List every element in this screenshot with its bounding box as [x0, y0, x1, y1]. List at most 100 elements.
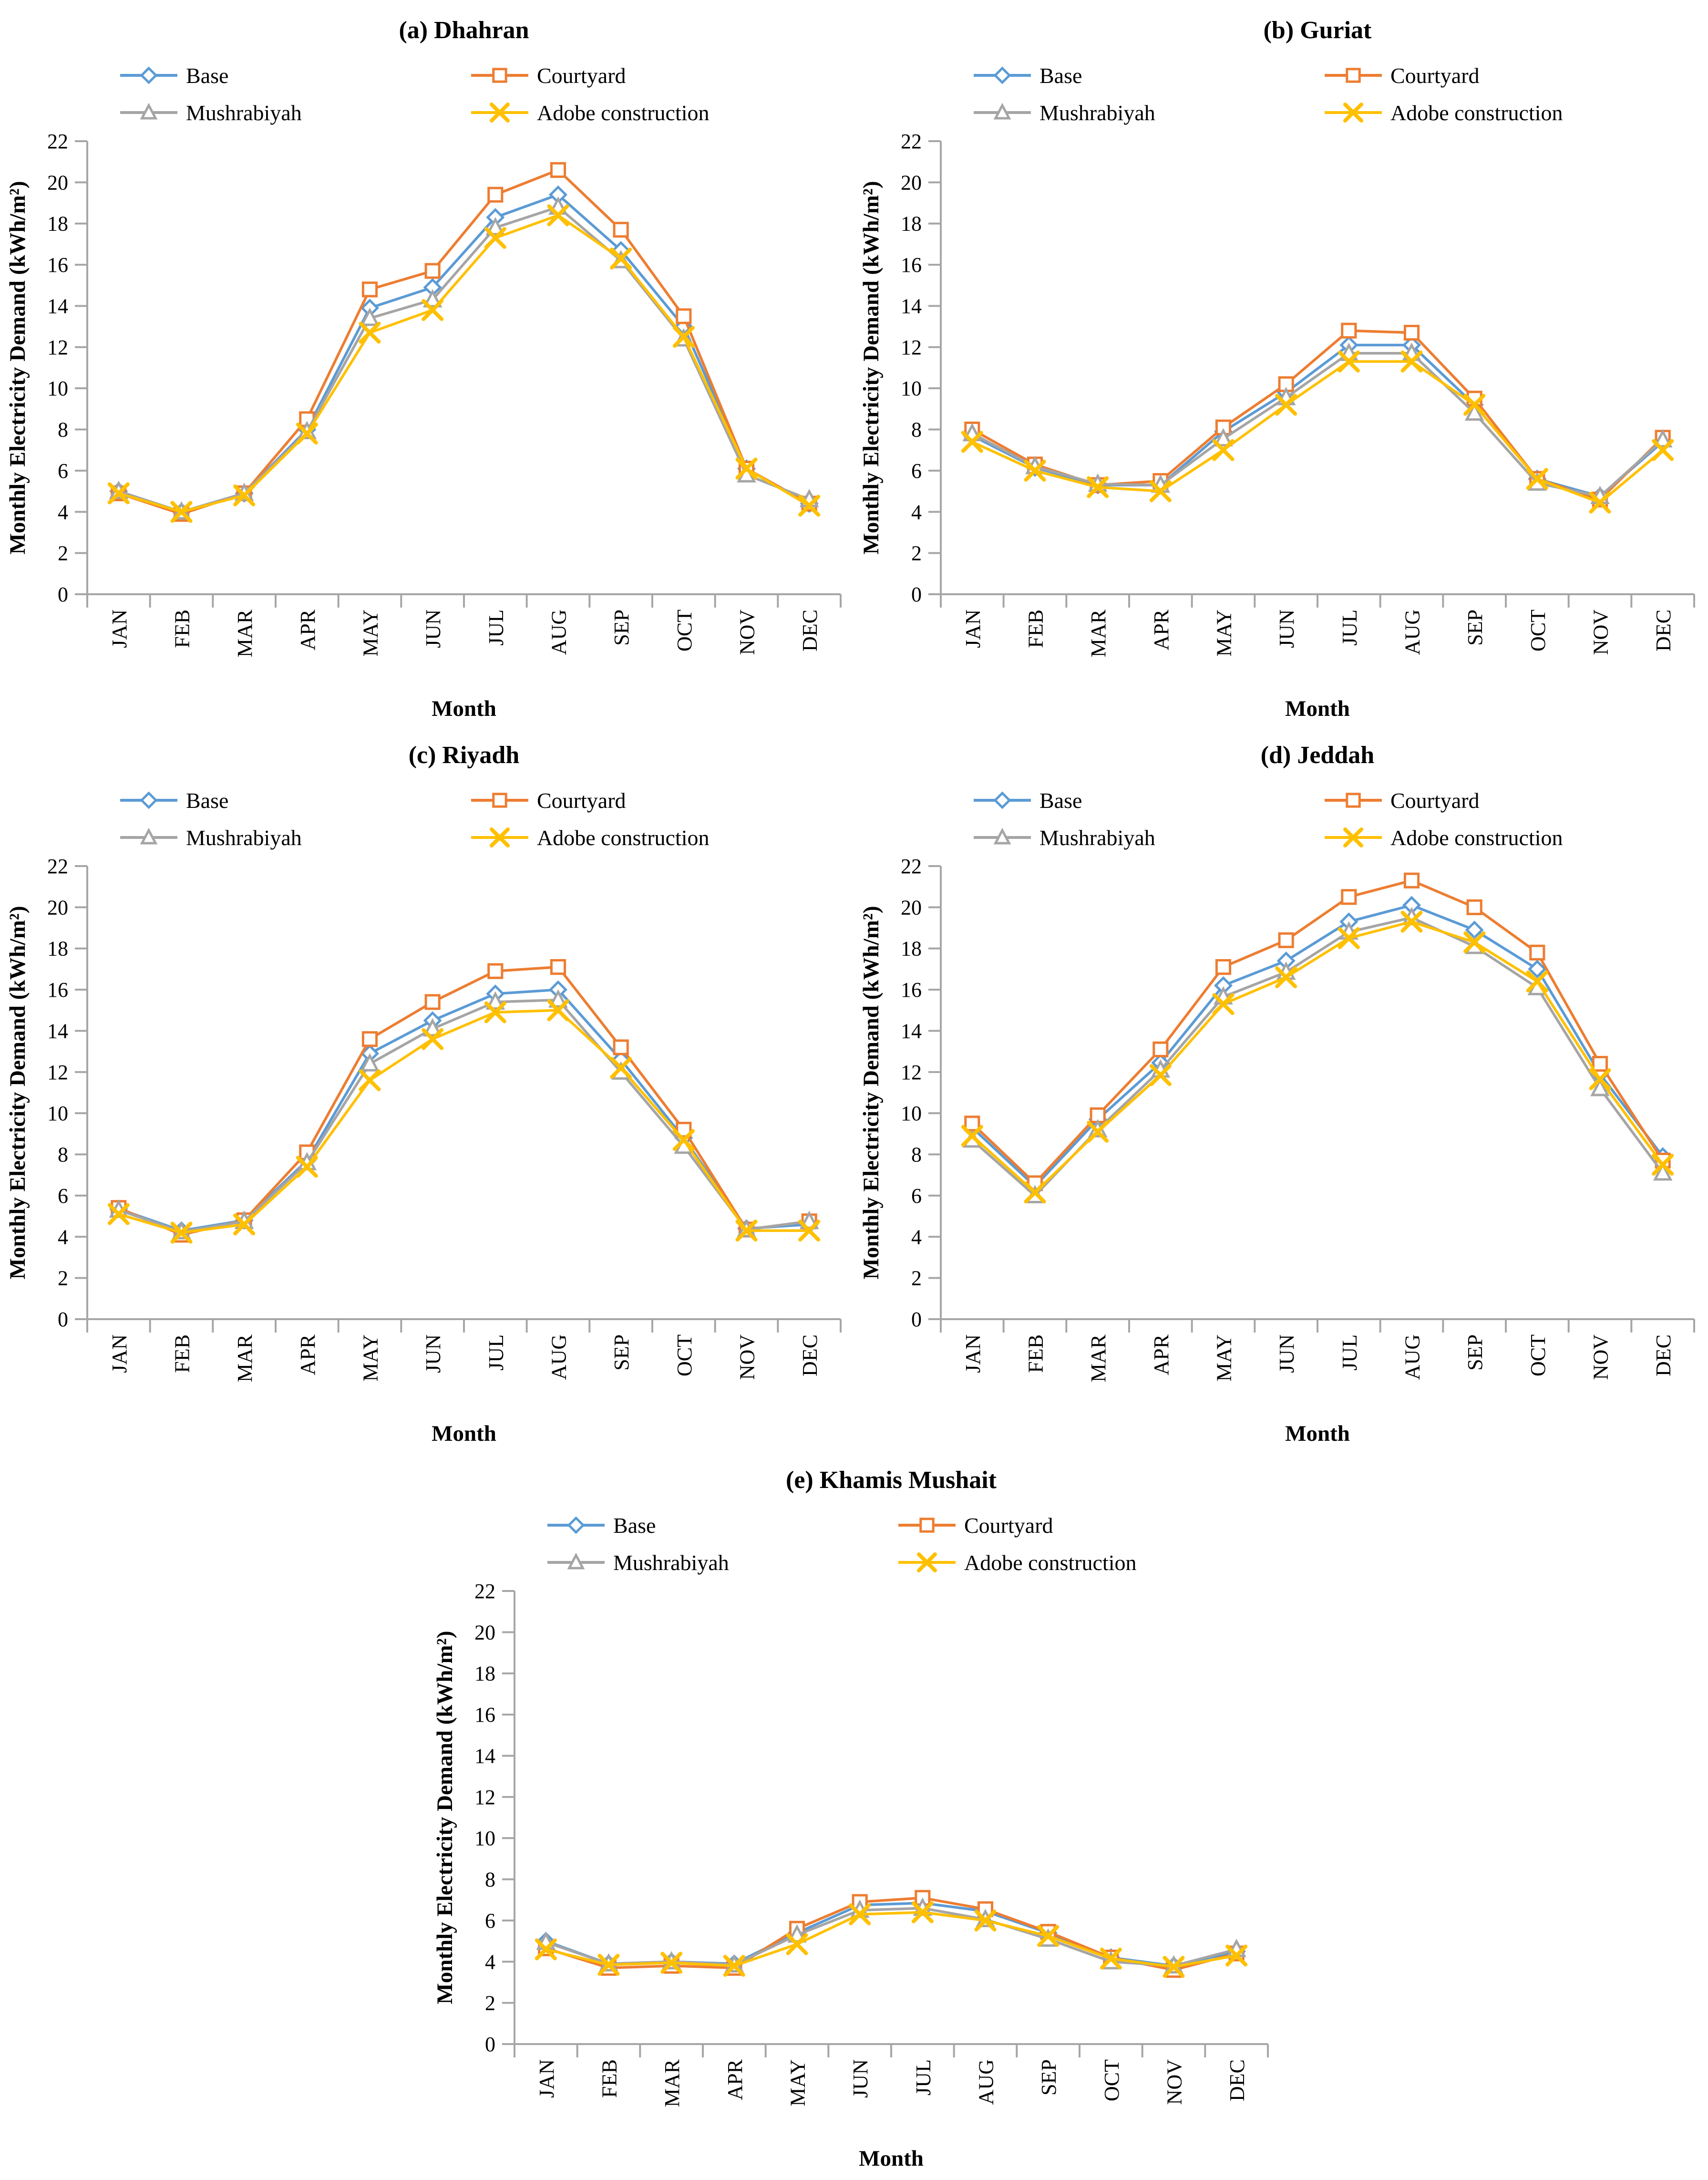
x-tick-label: MAR [660, 2059, 684, 2107]
y-tick-label: 4 [58, 500, 68, 524]
x-axis-title: Month [1285, 1421, 1350, 1446]
legend-label: Adobe construction [1390, 826, 1563, 850]
x-marker-icon [296, 423, 318, 445]
x-marker-icon [359, 1069, 381, 1092]
x-tick-label: FEB [1024, 610, 1048, 648]
y-tick-label: 4 [58, 1225, 68, 1249]
x-axis-title: Month [432, 696, 496, 721]
y-tick-label: 16 [474, 1703, 495, 1726]
x-marker-icon [1652, 1154, 1674, 1176]
x-marker-icon [547, 999, 569, 1022]
legend-item-adobe-construction: Adobe construction [898, 1550, 1137, 1575]
x-tick-label: NOV [1589, 610, 1613, 655]
y-tick-label: 8 [911, 1143, 922, 1167]
x-marker-icon [735, 1219, 758, 1242]
chart-title: (e) Khamis Mushait [786, 1467, 997, 1494]
triangle-marker-icon [360, 308, 380, 326]
x-tick-label: FEB [171, 610, 194, 648]
y-tick-label: 18 [47, 937, 68, 961]
series-line [971, 329, 1664, 501]
legend-item-courtyard: Courtyard [471, 788, 626, 813]
series-line [118, 193, 810, 514]
legend-diamond-marker-icon [993, 66, 1011, 84]
y-tick-label: 4 [485, 1950, 495, 1973]
square-marker-icon [676, 308, 692, 324]
legend-item-mushrabiyah: Mushrabiyah [974, 826, 1155, 850]
chart-guriat: (b) Guriat Base Courtyard Mushrabiyah Adobe … [854, 3, 1707, 728]
y-tick-label: 20 [474, 1621, 495, 1644]
chart-title: (d) Jeddah [1261, 742, 1374, 769]
y-tick-label: 20 [47, 896, 68, 919]
triangle-marker-icon [360, 1053, 380, 1072]
figure-row-1: (a) Dhahran Base Courtyard Mushrabiyah Adobe… [0, 3, 1708, 728]
y-axis-title: Monthly Electricity Demand (kWh/m²) [859, 181, 884, 555]
legend-label: Mushrabiyah [186, 826, 302, 850]
x-tick-label: APR [296, 609, 319, 650]
x-tick-label: MAY [1213, 610, 1236, 657]
y-tick-label: 20 [901, 896, 922, 919]
x-marker-icon [535, 1938, 557, 1961]
diamond-marker-icon [1528, 960, 1547, 979]
series-line [971, 920, 1664, 1194]
y-tick-label: 14 [474, 1744, 495, 1767]
x-marker-icon [1526, 970, 1548, 992]
y-tick-label: 22 [901, 855, 922, 878]
x-tick-label: AUG [1401, 610, 1424, 655]
legend-item-mushrabiyah: Mushrabiyah [974, 101, 1155, 125]
x-marker-icon [961, 431, 983, 453]
x-marker-icon [974, 1909, 997, 1932]
x-marker-icon [1024, 459, 1046, 482]
x-tick-label: NOV [1163, 2059, 1186, 2105]
legend-item-base: Base [974, 63, 1082, 88]
x-marker-icon [170, 1221, 193, 1244]
x-marker-icon [672, 1129, 695, 1151]
x-marker-icon [798, 1219, 821, 1242]
y-tick-label: 4 [911, 1225, 922, 1249]
y-tick-label: 6 [58, 1184, 68, 1208]
x-tick-label: APR [296, 1334, 319, 1375]
x-axis-title: Month [859, 2146, 924, 2171]
series-courtyard [111, 162, 817, 522]
x-tick-label: AUG [1401, 1334, 1424, 1380]
x-tick-label: SEP [1463, 1334, 1487, 1371]
x-marker-icon [1526, 468, 1548, 490]
legend-label: Courtyard [1390, 788, 1480, 813]
x-marker-icon [422, 1028, 444, 1050]
square-marker-icon [550, 959, 566, 975]
x-tick-label: AUG [975, 2059, 998, 2105]
x-marker-icon [1212, 993, 1235, 1015]
legend-item-mushrabiyah: Mushrabiyah [120, 826, 302, 850]
x-marker-icon [107, 482, 130, 505]
legend-label: Mushrabiyah [1039, 101, 1155, 125]
x-marker-icon [1225, 1944, 1248, 1967]
x-tick-label: SEP [1037, 2059, 1060, 2096]
y-tick-label: 20 [901, 171, 922, 194]
legend-square-marker-icon [1346, 793, 1361, 808]
y-tick-label: 14 [47, 1019, 68, 1043]
x-marker-icon [1338, 351, 1360, 373]
triangle-marker-icon [422, 289, 442, 308]
x-tick-label: JUL [484, 610, 508, 646]
x-marker-icon [359, 321, 381, 344]
legend-square-marker-icon [492, 68, 507, 83]
series-adobe-construction [961, 910, 1674, 1204]
legend-label: Courtyard [537, 788, 626, 813]
x-tick-label: JUN [422, 1334, 445, 1373]
y-tick-label: 10 [47, 1102, 68, 1125]
series-line [545, 1911, 1237, 1968]
legend-item-adobe-construction: Adobe construction [1325, 826, 1563, 850]
x-tick-label: MAY [1213, 1334, 1236, 1382]
y-tick-label: 8 [911, 418, 922, 442]
x-marker-icon [1275, 393, 1297, 416]
x-tick-label: FEB [171, 1334, 194, 1373]
y-axis-title: Monthly Electricity Demand (kWh/m²) [432, 1631, 457, 2004]
y-tick-label: 22 [474, 1580, 495, 1603]
legend-x-marker-icon [490, 103, 510, 123]
legend-item-base: Base [547, 1513, 656, 1538]
series-base [963, 896, 1672, 1196]
y-tick-label: 0 [911, 1308, 922, 1331]
series-line [118, 998, 810, 1233]
legend-label: Adobe construction [964, 1550, 1137, 1575]
y-tick-label: 16 [901, 253, 922, 277]
x-marker-icon [233, 1213, 256, 1236]
